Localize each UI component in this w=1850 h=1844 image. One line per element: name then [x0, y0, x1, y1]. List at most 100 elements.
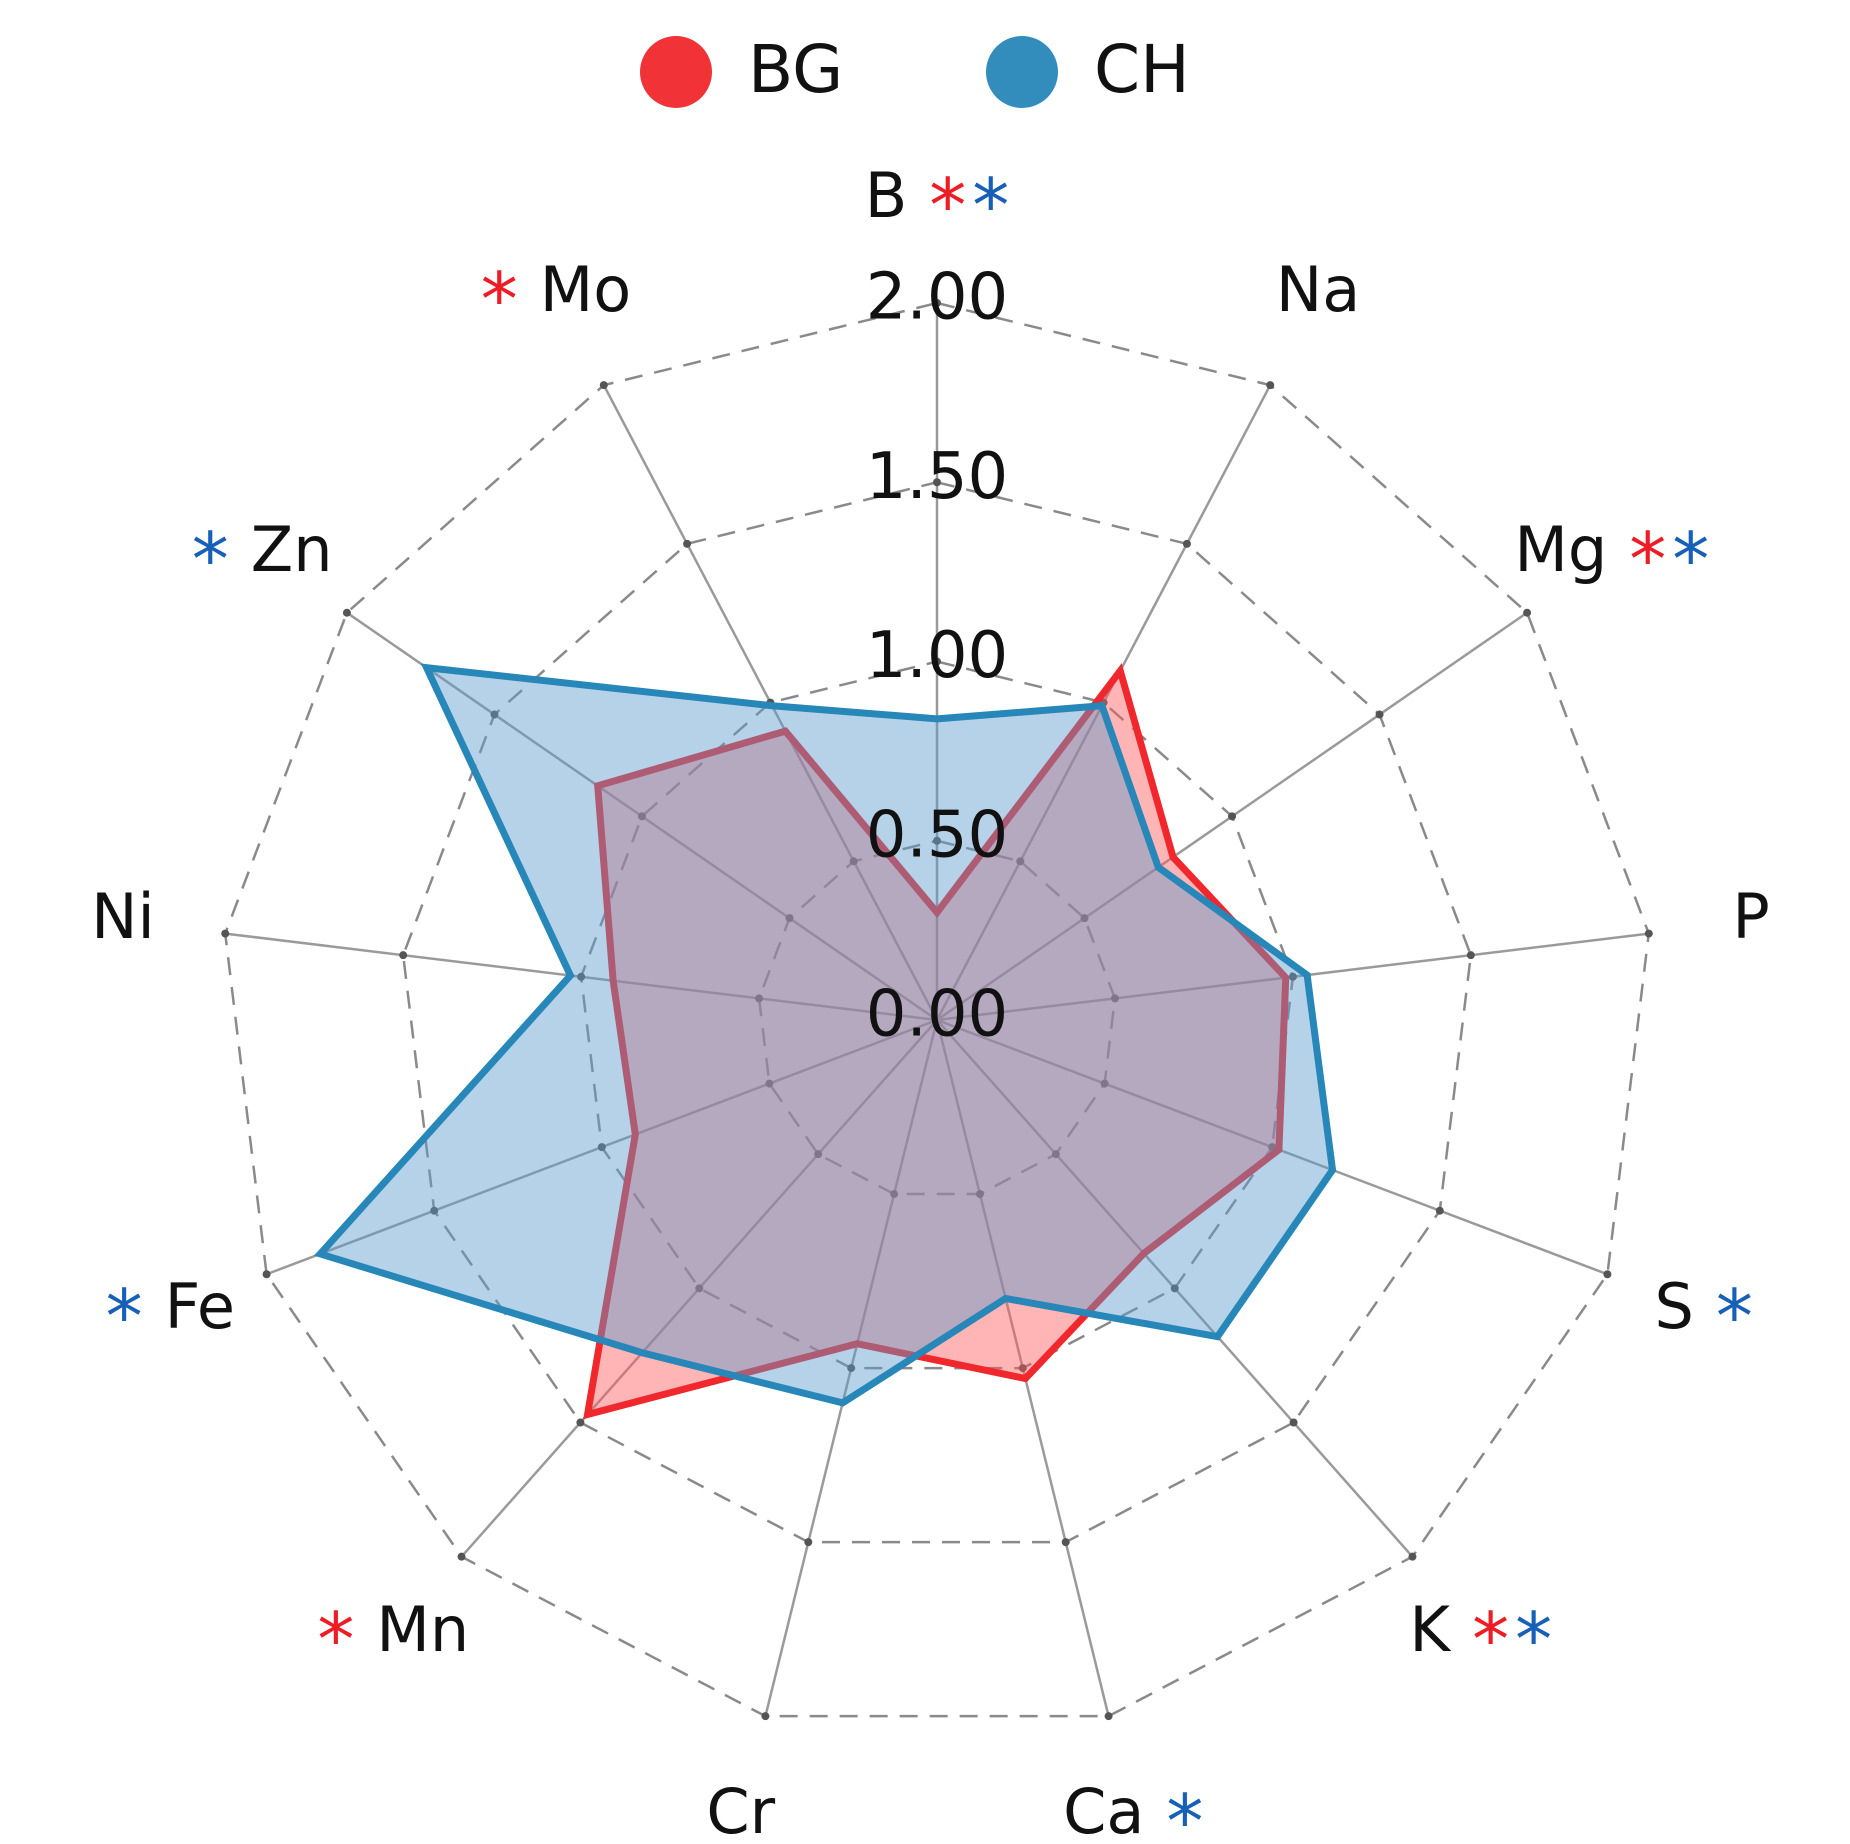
- grid-dot: [1182, 539, 1191, 548]
- grid-dot: [1289, 1418, 1298, 1427]
- grid-dot: [1018, 1364, 1027, 1373]
- grid-dot: [1408, 1552, 1417, 1561]
- grid-ring: [223, 301, 1651, 1718]
- category-label: Na: [1276, 253, 1360, 326]
- category-label-text: Mn: [376, 1593, 469, 1666]
- significance-star: *: [1166, 1779, 1203, 1844]
- grid-dot: [804, 1538, 813, 1547]
- grid-dot: [1110, 994, 1119, 1003]
- grid-dot: [933, 299, 941, 307]
- grid-ring: [757, 839, 1117, 1196]
- series-area: [583, 663, 1290, 1420]
- category-label: * Mn: [317, 1593, 469, 1682]
- grid-dot: [933, 657, 941, 666]
- grid-dot: [1466, 951, 1475, 960]
- grid-dot: [1051, 1150, 1060, 1159]
- grid-dot: [1603, 1270, 1612, 1279]
- grid-dot: [755, 994, 764, 1003]
- grid-dot: [814, 1150, 823, 1159]
- category-label: Ni: [91, 880, 155, 953]
- grid-dot: [221, 929, 230, 938]
- significance-star: *: [972, 163, 1009, 249]
- legend-label: BG: [748, 31, 843, 108]
- grid-dot: [683, 539, 692, 548]
- grid-dot: [1061, 1538, 1070, 1547]
- r-tick-label: 1.50: [866, 440, 1009, 514]
- grid-ring: [579, 660, 1295, 1370]
- grid-dot: [765, 1079, 774, 1088]
- significance-star: *: [1515, 1596, 1552, 1682]
- category-label-text: Ca: [1063, 1775, 1144, 1844]
- category-label: Ca *: [1063, 1775, 1203, 1844]
- grid-dot: [1016, 857, 1025, 866]
- grid-dot: [933, 478, 941, 487]
- grid-dot: [490, 710, 499, 719]
- category-label-text: B: [865, 159, 908, 232]
- grid-dot: [761, 1712, 770, 1721]
- significance-star: *: [929, 163, 966, 249]
- grid-dot: [1266, 381, 1275, 390]
- significance-star: *: [192, 517, 229, 603]
- grid-dot: [576, 1418, 585, 1427]
- category-label: * Fe: [106, 1270, 235, 1359]
- grid-dot: [1100, 1079, 1109, 1088]
- category-label-text: Cr: [706, 1775, 775, 1844]
- grid-dot: [890, 1190, 899, 1199]
- grid-dot: [1435, 1206, 1444, 1215]
- grid-dot: [597, 1143, 606, 1152]
- category-label-text: K: [1409, 1593, 1451, 1666]
- category-label: K **: [1409, 1593, 1552, 1682]
- significance-star: *: [481, 256, 518, 342]
- category-label: * Mo: [481, 253, 631, 342]
- grid-dot: [847, 1364, 856, 1373]
- grid-dot: [785, 914, 794, 923]
- category-label-text: Ni: [91, 880, 155, 953]
- grid-dot: [933, 836, 941, 845]
- grid-dot: [975, 1190, 984, 1199]
- grid-dot: [1228, 812, 1237, 821]
- significance-star: *: [1716, 1273, 1753, 1359]
- grid-dot: [342, 608, 351, 617]
- grid-dot: [1288, 972, 1297, 981]
- grid-ring: [401, 480, 1473, 1544]
- grid-dot: [637, 812, 646, 821]
- significance-star: *: [1672, 517, 1709, 603]
- grid-dot: [399, 951, 408, 960]
- grid-dot: [1104, 1712, 1113, 1721]
- category-label: B **: [865, 159, 1010, 248]
- category-label-text: Zn: [251, 513, 333, 586]
- category-label-text: P: [1732, 880, 1769, 953]
- significance-star: *: [1472, 1596, 1509, 1682]
- category-label-text: Fe: [165, 1270, 235, 1343]
- r-tick-label: 0.00: [866, 978, 1009, 1052]
- category-label-text: S: [1655, 1270, 1694, 1343]
- category-label-text: Mo: [540, 253, 631, 326]
- legend-label: CH: [1094, 31, 1190, 108]
- r-tick-label: 0.50: [866, 798, 1009, 872]
- category-label: Mg **: [1514, 513, 1709, 602]
- category-label-text: Mg: [1514, 513, 1607, 586]
- grid-dot: [849, 857, 858, 866]
- significance-star: *: [106, 1273, 143, 1359]
- grid-dot: [1375, 710, 1384, 719]
- legend-marker: [986, 36, 1058, 108]
- grid-dot: [1644, 929, 1653, 938]
- grid-dot: [1080, 914, 1089, 923]
- series-area: [313, 663, 1337, 1407]
- grid-dot: [577, 972, 586, 981]
- grid-dot: [430, 1206, 439, 1215]
- r-tick-label: 1.00: [866, 619, 1009, 693]
- category-label: P: [1732, 880, 1769, 953]
- r-tick-label: 2.00: [866, 261, 1009, 335]
- grid-dot: [457, 1552, 466, 1561]
- grid-dot: [262, 1270, 271, 1279]
- grid-dot: [1170, 1284, 1179, 1293]
- significance-star: *: [1629, 517, 1666, 603]
- category-label: Cr: [706, 1775, 775, 1844]
- category-label-text: Na: [1276, 253, 1360, 326]
- category-label: S *: [1655, 1270, 1753, 1359]
- grid-dot: [695, 1284, 704, 1293]
- grid-dot: [1523, 608, 1532, 617]
